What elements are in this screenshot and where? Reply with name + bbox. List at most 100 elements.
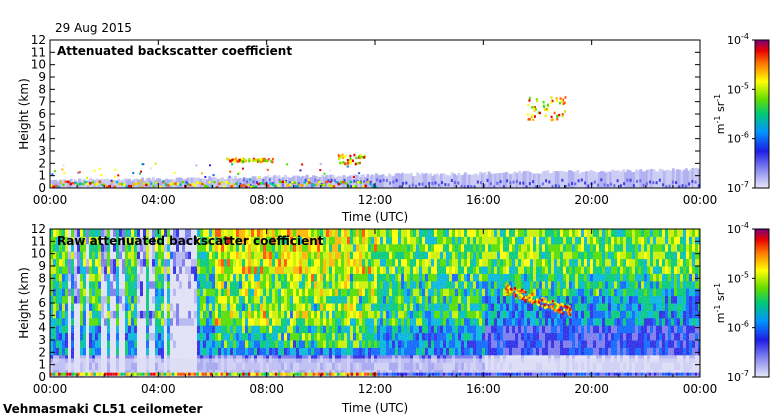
cloud-cell bbox=[363, 155, 366, 159]
backscatter-cell bbox=[598, 171, 602, 188]
backscatter-cell bbox=[442, 173, 446, 188]
backscatter-cell bbox=[188, 229, 191, 230]
cloud-cell bbox=[539, 111, 542, 115]
backscatter-cell bbox=[444, 183, 447, 187]
backscatter-cell bbox=[593, 171, 597, 188]
backscatter-cell bbox=[405, 181, 408, 185]
backscatter-cell bbox=[259, 181, 263, 185]
backscatter-cell bbox=[128, 184, 131, 188]
backscatter-cell bbox=[186, 182, 189, 186]
backscatter-cell bbox=[67, 180, 70, 184]
backscatter-cell bbox=[658, 178, 661, 182]
backscatter-cell bbox=[140, 170, 143, 173]
panel1-x-axis: 00:00 04:00 08:00 12:00 16:00 20:00 00:00 bbox=[33, 40, 717, 207]
backscatter-cell bbox=[525, 185, 528, 188]
backscatter-cell bbox=[297, 175, 300, 188]
backscatter-cell bbox=[103, 183, 107, 187]
backscatter-cell bbox=[689, 169, 693, 188]
backscatter-cell bbox=[359, 175, 362, 178]
backscatter-cell bbox=[145, 183, 148, 187]
backscatter-cell bbox=[275, 229, 278, 230]
backscatter-cell bbox=[50, 184, 53, 187]
backscatter-cell bbox=[301, 175, 305, 188]
backscatter-cell bbox=[131, 229, 134, 230]
cloud-cell bbox=[271, 157, 274, 161]
backscatter-cell bbox=[596, 172, 599, 188]
backscatter-cell bbox=[239, 229, 242, 230]
backscatter-cell bbox=[464, 229, 467, 230]
cloud-cell bbox=[349, 154, 352, 158]
backscatter-cell bbox=[548, 180, 551, 184]
backscatter-cell bbox=[558, 184, 561, 188]
cloud-cell bbox=[337, 154, 340, 157]
backscatter-cell bbox=[290, 229, 293, 230]
backscatter-cell bbox=[450, 178, 453, 182]
backscatter-cell bbox=[349, 164, 352, 167]
backscatter-cell bbox=[181, 180, 185, 184]
backscatter-cell bbox=[626, 229, 629, 230]
backscatter-cell bbox=[460, 184, 463, 188]
backscatter-cell bbox=[330, 185, 333, 188]
backscatter-cell bbox=[314, 175, 318, 188]
backscatter-cell bbox=[548, 229, 551, 230]
backscatter-cell bbox=[331, 174, 335, 188]
backscatter-cell bbox=[369, 183, 372, 186]
backscatter-cell bbox=[681, 184, 684, 188]
cloud-cell bbox=[266, 159, 269, 163]
x-tick-label: 20:00 bbox=[574, 193, 609, 207]
backscatter-cell bbox=[671, 168, 675, 188]
backscatter-cell bbox=[197, 229, 200, 230]
colorbar-tick-label: 10-6 bbox=[727, 131, 749, 146]
backscatter-cell bbox=[383, 175, 387, 188]
backscatter-cell bbox=[587, 171, 591, 188]
backscatter-cell bbox=[203, 229, 206, 230]
backscatter-cell bbox=[443, 229, 446, 230]
cloud-cell bbox=[270, 160, 273, 163]
backscatter-cell bbox=[266, 229, 269, 230]
backscatter-cell bbox=[419, 229, 422, 230]
backscatter-cell bbox=[220, 180, 224, 184]
cloud-cell bbox=[241, 157, 244, 160]
backscatter-cell bbox=[179, 229, 182, 230]
backscatter-cell bbox=[637, 170, 641, 188]
cloud-cell bbox=[534, 108, 537, 111]
backscatter-cell bbox=[84, 180, 87, 184]
backscatter-cell bbox=[149, 182, 153, 185]
backscatter-cell bbox=[630, 171, 634, 188]
backscatter-cell bbox=[642, 183, 645, 187]
backscatter-cell bbox=[115, 180, 119, 184]
backscatter-cell bbox=[437, 183, 440, 187]
date-label: 29 Aug 2015 bbox=[55, 21, 132, 35]
backscatter-cell bbox=[320, 183, 324, 187]
cloud-cell bbox=[261, 159, 264, 163]
backscatter-cell bbox=[507, 173, 511, 188]
backscatter-cell bbox=[170, 229, 173, 230]
backscatter-cell bbox=[262, 178, 265, 182]
backscatter-cell bbox=[287, 229, 290, 230]
backscatter-cell bbox=[661, 169, 664, 188]
backscatter-cell bbox=[77, 229, 80, 230]
backscatter-cell bbox=[461, 174, 465, 188]
cloud-cell bbox=[359, 153, 362, 157]
backscatter-cell bbox=[581, 229, 584, 230]
backscatter-cell bbox=[476, 180, 479, 184]
backscatter-cell bbox=[310, 182, 314, 186]
backscatter-cell bbox=[249, 185, 253, 188]
backscatter-cell bbox=[470, 229, 473, 230]
y-tick-label: 10 bbox=[31, 58, 46, 72]
cloud-cell bbox=[252, 157, 255, 161]
backscatter-cell bbox=[545, 179, 548, 183]
backscatter-cell bbox=[258, 176, 261, 188]
backscatter-cell bbox=[286, 163, 289, 166]
cloud-cell bbox=[544, 108, 547, 111]
backscatter-cell bbox=[431, 229, 434, 230]
backscatter-cell bbox=[483, 184, 486, 188]
backscatter-cell bbox=[50, 180, 53, 188]
backscatter-cell bbox=[557, 171, 560, 188]
backscatter-cell bbox=[620, 229, 623, 230]
backscatter-cell bbox=[674, 170, 677, 188]
backscatter-cell bbox=[233, 179, 236, 182]
backscatter-cell bbox=[71, 181, 75, 185]
backscatter-cell bbox=[125, 179, 129, 188]
backscatter-cell bbox=[641, 171, 645, 188]
